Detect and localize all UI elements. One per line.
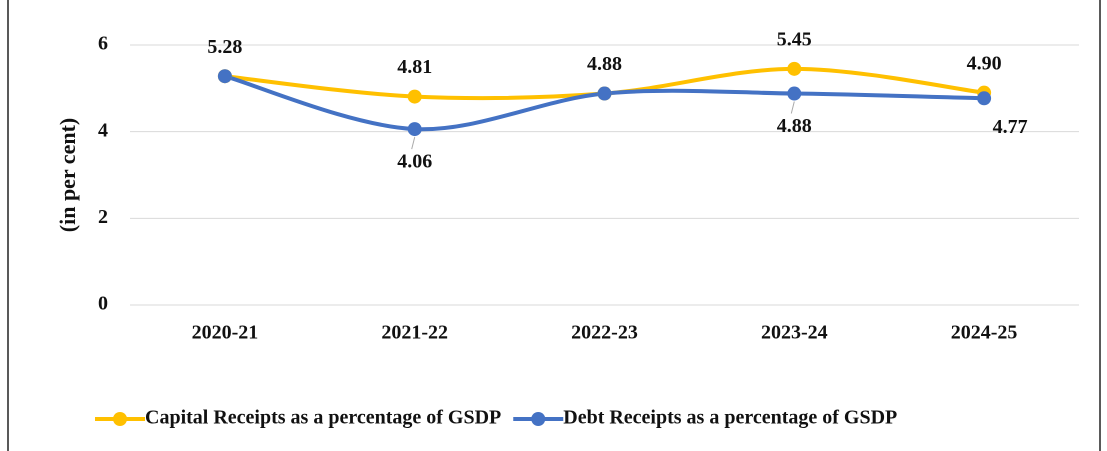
- data-point: [597, 86, 612, 101]
- data-point: [977, 91, 992, 106]
- x-tick-label: 2021-22: [381, 322, 448, 344]
- x-tick-label: 2020-21: [192, 322, 259, 344]
- data-label: 5.45: [777, 28, 812, 50]
- y-tick-label: 6: [98, 33, 108, 55]
- data-point: [407, 89, 422, 104]
- x-tick-label: 2024-25: [951, 322, 1018, 344]
- legend-marker: [531, 412, 546, 426]
- data-label: 4.77: [993, 116, 1028, 138]
- leader-line: [411, 136, 416, 150]
- data-label: 4.81: [397, 56, 432, 78]
- data-label: 4.06: [397, 151, 432, 173]
- data-point: [787, 61, 802, 76]
- data-label: 4.88: [587, 53, 622, 75]
- x-tick-label: 2023-24: [761, 322, 828, 344]
- data-point: [407, 122, 422, 137]
- data-label: 5.28: [207, 36, 242, 58]
- y-tick-label: 0: [98, 293, 108, 315]
- data-label: 4.88: [777, 115, 812, 137]
- y-axis-label: (in per cent): [55, 118, 80, 232]
- y-tick-label: 2: [98, 206, 108, 228]
- leader-line: [790, 101, 795, 114]
- x-tick-label: 2022-23: [571, 322, 638, 344]
- data-point: [217, 69, 232, 84]
- chart-frame: [7, 0, 1101, 451]
- data-point: [787, 86, 802, 101]
- legend-label: Debt Receipts as a percentage of GSDP: [563, 407, 897, 429]
- legend-marker: [113, 412, 127, 426]
- data-label: 4.90: [967, 52, 1002, 74]
- y-tick-label: 4: [98, 119, 108, 141]
- legend-label: Capital Receipts as a percentage of GSDP: [145, 407, 501, 429]
